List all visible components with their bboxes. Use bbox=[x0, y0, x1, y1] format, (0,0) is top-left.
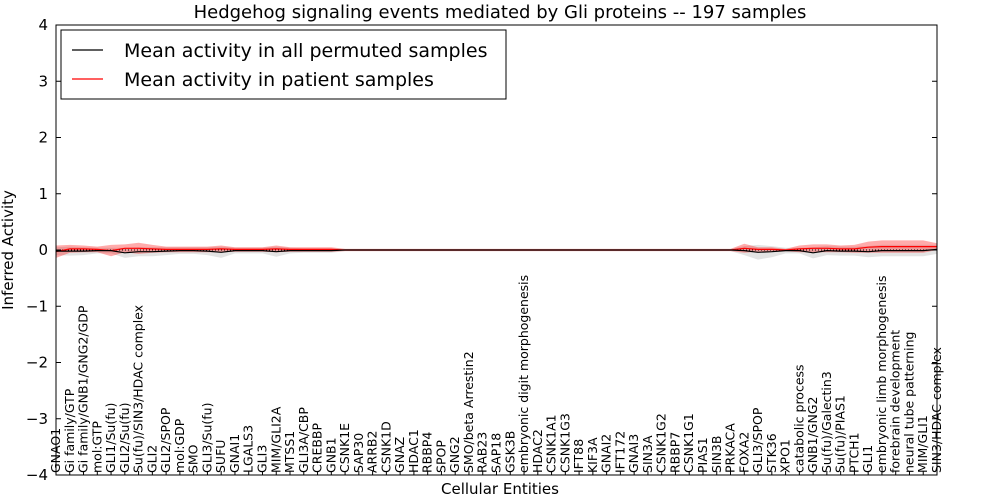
x-tick-label: GNAI1 bbox=[227, 434, 242, 473]
x-tick-label: PRKACA bbox=[723, 423, 738, 473]
x-tick-label: GNAI2 bbox=[599, 434, 614, 473]
x-tick-label: STK36 bbox=[764, 433, 779, 473]
y-tick-label: 2 bbox=[38, 129, 48, 147]
x-tick-label: SUFU bbox=[213, 440, 228, 473]
y-tick-label: −1 bbox=[26, 297, 48, 315]
x-tick-label: GLI2 bbox=[144, 445, 159, 473]
x-tick-label: CSNK1G2 bbox=[654, 413, 669, 473]
x-tick-label: Gi family/GNB1/GNG2/GDP bbox=[76, 305, 91, 473]
x-tick-label: catabolic process bbox=[791, 364, 806, 473]
x-tick-label: RAB23 bbox=[475, 432, 490, 473]
y-axis-title: Inferred Activity bbox=[0, 190, 17, 310]
x-tick-label: CSNK1G1 bbox=[681, 413, 696, 473]
y-tick-label: −4 bbox=[26, 466, 48, 484]
x-tick-label: LGALS3 bbox=[241, 425, 256, 473]
legend: Mean activity in all permuted samples Me… bbox=[60, 29, 507, 100]
x-tick-label: CSNK1A1 bbox=[544, 414, 559, 473]
x-tick-label: GNB1 bbox=[323, 437, 338, 473]
x-tick-label: GLI3 bbox=[255, 445, 270, 473]
x-tick-label: SIN3B bbox=[709, 436, 724, 474]
x-tick-label: neural tube patterning bbox=[902, 332, 917, 473]
x-tick-label: CSNK1E bbox=[337, 423, 352, 473]
x-tick-label: GNG2 bbox=[447, 436, 462, 473]
x-tick-label: Gi family/GTP bbox=[62, 388, 77, 473]
x-tick-label: ARRB2 bbox=[365, 431, 380, 473]
legend-label-patient: Mean activity in patient samples bbox=[124, 69, 434, 91]
x-tick-label: GLI2/Su(fu) bbox=[117, 403, 132, 473]
x-tick-label: Su(fu)/PIAS1 bbox=[833, 395, 848, 473]
x-axis-title: Cellular Entities bbox=[441, 480, 559, 498]
x-tick-label: GLI3/Su(fu) bbox=[199, 403, 214, 473]
x-tick-label: GLI1 bbox=[860, 445, 875, 473]
x-tick-label: SAP30 bbox=[351, 433, 366, 473]
x-tick-label: GSK3B bbox=[502, 431, 517, 473]
series-line-permuted bbox=[56, 248, 938, 254]
x-tick-label: Su(fu)/Galectin3 bbox=[819, 371, 834, 473]
x-tick-label: MTSS1 bbox=[282, 431, 297, 473]
x-tick-label: SMO/beta Arrestin2 bbox=[461, 351, 476, 473]
x-tick-label: PTCH1 bbox=[846, 432, 861, 473]
series-band-patient bbox=[56, 240, 937, 258]
x-tick-label: embryonic digit morphogenesis bbox=[516, 275, 531, 473]
x-tick-label: CREBBP bbox=[310, 422, 325, 472]
y-tick-label: −3 bbox=[26, 410, 48, 428]
x-tick-label: SMO bbox=[186, 444, 201, 473]
x-tick-label: HDAC2 bbox=[530, 429, 545, 473]
x-tick-label: SPOP bbox=[433, 440, 448, 473]
y-tick-label: 0 bbox=[38, 241, 48, 259]
x-tick-label: GNAI3 bbox=[626, 434, 641, 473]
x-tick-label: GLI1/Su(fu) bbox=[103, 403, 118, 473]
x-tick-label: HDAC1 bbox=[406, 429, 421, 473]
x-tick-label: Su(fu)/SIN3/HDAC complex bbox=[131, 305, 146, 473]
x-tick-label: GNAZ bbox=[392, 437, 407, 473]
x-tick-label: embryonic limb morphogenesis bbox=[874, 275, 889, 472]
x-tick-label: GLI2/SPOP bbox=[158, 407, 173, 473]
legend-label-permuted: Mean activity in all permuted samples bbox=[124, 40, 487, 62]
x-tick-label: RBBP7 bbox=[668, 432, 683, 473]
y-tick-label: 3 bbox=[38, 72, 48, 90]
x-tick-label: FOXA2 bbox=[736, 432, 751, 473]
x-tick-label: RBBP4 bbox=[420, 432, 435, 473]
x-tick-label: CSNK1D bbox=[378, 421, 393, 473]
x-tick-label: XPO1 bbox=[778, 439, 793, 473]
x-tick-label: forebrain development bbox=[888, 330, 903, 473]
y-tick-label: 1 bbox=[38, 185, 48, 203]
legend-box bbox=[60, 29, 507, 100]
x-tick-label: CSNK1G3 bbox=[557, 413, 572, 473]
y-tick-label: −2 bbox=[26, 354, 48, 372]
x-tick-label: SAP18 bbox=[489, 433, 504, 473]
y-tick-label: 4 bbox=[38, 16, 48, 34]
x-tick-label: SIN3A bbox=[640, 435, 655, 473]
x-tick-label: KIF3A bbox=[585, 437, 600, 473]
chart-title: Hedgehog signaling events mediated by Gl… bbox=[194, 2, 807, 23]
x-tick-label: GLI3A/CBP bbox=[296, 407, 311, 473]
x-tick-label: MIM/GLI2A bbox=[268, 406, 283, 473]
x-tick-label: mol:GTP bbox=[89, 421, 104, 473]
x-tick-label: IFT88 bbox=[571, 439, 586, 473]
x-tick-label: IFT172 bbox=[612, 431, 627, 473]
x-tick-label: MIM/GLI1 bbox=[915, 415, 930, 473]
x-tick-label: PIAS1 bbox=[695, 437, 710, 473]
x-tick-label: GLI3/SPOP bbox=[750, 407, 765, 473]
x-tick-label: mol:GDP bbox=[172, 418, 187, 473]
plot-frame bbox=[55, 24, 938, 476]
x-tick-label: GNB1/GNG2 bbox=[805, 397, 820, 473]
